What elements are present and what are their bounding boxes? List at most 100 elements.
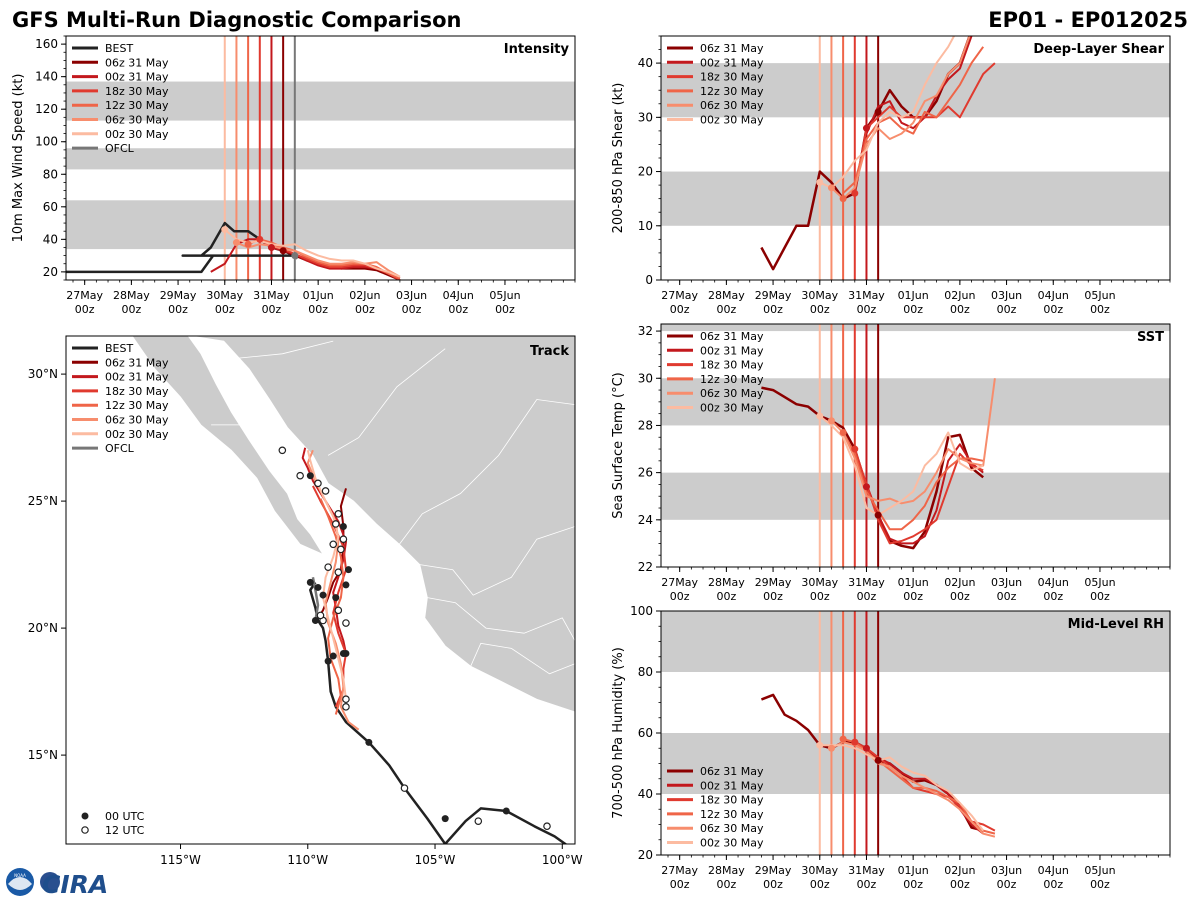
noaa-label: NOAA	[14, 873, 26, 878]
rh-title: Mid-Level RH	[1068, 617, 1164, 632]
track-legend-label-00z-30-may: 00z 30 May	[105, 428, 169, 441]
rh-ytick-label: 60	[638, 726, 653, 740]
shear-legend-label-12z-30-may: 12z 30 May	[700, 85, 764, 98]
shear-ytick-label: 20	[638, 165, 653, 179]
shear-ytick-label: 0	[645, 273, 653, 287]
rh-xtick-label: 00z	[997, 878, 1017, 891]
rh-legend-label-18z-30-may: 18z 30 May	[700, 794, 764, 807]
shear-init-marker-5	[874, 108, 882, 116]
shear-xtick-label: 00z	[1043, 303, 1063, 316]
rh-xtick-label: 30May	[801, 864, 838, 877]
track-point-12utc-7	[334, 568, 343, 577]
shear-xtick-label: 00z	[670, 303, 690, 316]
sst-xtick-label: 30May	[801, 576, 838, 589]
intensity-ytick-label: 80	[43, 167, 58, 181]
rh-ytick-label: 100	[630, 604, 653, 618]
sst-series-00z-30-may	[819, 415, 984, 517]
track-lon-label: 105°W	[415, 853, 456, 867]
rh-init-marker-5	[874, 756, 882, 764]
track-point-12utc-19	[316, 611, 325, 620]
shear-xtick-label: 00z	[1090, 303, 1110, 316]
shear-plot-area	[661, 36, 1170, 280]
sst-xtick-label: 00z	[670, 590, 690, 603]
marker-legend-12utc-icon	[81, 826, 89, 834]
track-legend-label-00z-31-may: 00z 31 May	[105, 371, 169, 384]
sst-init-marker-3	[851, 445, 859, 453]
cira-wordmark: CIRA	[42, 870, 108, 899]
rh-xtick-label: 00z	[1090, 878, 1110, 891]
rh-xtick-label: 00z	[763, 878, 783, 891]
shear-xtick-label: 04Jun	[1038, 289, 1069, 302]
sst-ytick-label: 30	[638, 371, 653, 385]
marker-legend-00utc-label: 00 UTC	[105, 810, 145, 823]
track-point-12utc-18	[339, 535, 348, 544]
shear-ylabel: 200-850 hPa Shear (kt)	[611, 83, 626, 234]
rh-xtick-label: 00z	[857, 878, 877, 891]
track-point-00utc-3	[365, 738, 373, 746]
sst-legend-label-18z-30-may: 18z 30 May	[700, 359, 764, 372]
sst-xtick-label: 00z	[857, 590, 877, 603]
shear-series-06z-30-may	[830, 36, 971, 200]
rh-xtick-label: 05Jun	[1084, 864, 1115, 877]
intensity-legend-label-00z-31-may: 00z 31 May	[105, 71, 169, 84]
rh-legend-label-12z-30-may: 12z 30 May	[700, 808, 764, 821]
intensity-init-marker-1	[232, 239, 240, 247]
intensity-xtick-label: 05Jun	[489, 289, 520, 302]
noaa-wave-icon	[8, 877, 32, 890]
rh-init-marker-0	[816, 741, 824, 749]
sst-init-marker-1	[827, 417, 835, 425]
rh-xtick-label: 28May	[708, 864, 745, 877]
sst-xtick-label: 03Jun	[991, 576, 1022, 589]
sst-panel: 22242628303227May00z28May00z29May00z30Ma…	[611, 323, 1171, 603]
shear-init-marker-1	[827, 184, 835, 192]
sst-band-1	[661, 378, 1170, 426]
sst-xtick-label: 00z	[997, 590, 1017, 603]
rh-ytick-label: 20	[638, 848, 653, 862]
shear-init-marker-3	[851, 189, 859, 197]
track-18z-30-may	[312, 485, 347, 708]
sst-xtick-label: 27May	[661, 576, 698, 589]
intensity-ytick-label: 140	[35, 70, 58, 84]
shear-ytick-label: 40	[638, 56, 653, 70]
shear-panel: 01020304027May00z28May00z29May00z30May00…	[611, 35, 1171, 316]
land-mass-0	[131, 336, 325, 556]
track-legend-label-12z-30-may: 12z 30 May	[105, 399, 169, 412]
track-point-12utc-8	[329, 540, 338, 549]
sst-xtick-label: 00z	[1090, 590, 1110, 603]
rh-legend-label-00z-31-may: 00z 31 May	[700, 779, 764, 792]
state-border-4	[427, 597, 575, 641]
shear-xtick-label: 01Jun	[898, 289, 929, 302]
shear-series-18z-30-may	[853, 62, 996, 194]
intensity-band-1	[66, 148, 575, 170]
sst-init-marker-4	[862, 483, 870, 491]
rh-ytick-label: 40	[638, 787, 653, 801]
track-point-12utc-3	[342, 695, 350, 704]
track-title: Track	[530, 344, 569, 359]
shear-series-00z-30-may	[819, 36, 956, 189]
rh-panel: 2040608010027May00z28May00z29May00z30May…	[611, 604, 1171, 891]
intensity-init-marker-5	[279, 247, 287, 255]
track-lat-label: 15°N	[28, 748, 58, 762]
cira-globe-icon	[40, 872, 60, 892]
sst-xtick-label: 04Jun	[1038, 576, 1069, 589]
sst-xtick-label: 28May	[708, 576, 745, 589]
track-point-12utc-12	[321, 487, 330, 495]
sst-init-marker-2	[839, 429, 847, 437]
marker-legend-00utc-icon	[81, 812, 89, 820]
intensity-init-marker-2	[244, 240, 252, 248]
sst-xtick-label: 31May	[848, 576, 885, 589]
intensity-xtick-label: 00z	[355, 303, 375, 316]
track-point-12utc-17	[324, 563, 332, 571]
track-point-00utc-15	[339, 650, 347, 657]
rh-legend-label-06z-31-may: 06z 31 May	[700, 765, 764, 778]
sst-legend-label-12z-30-may: 12z 30 May	[700, 373, 764, 386]
intensity-xtick-label: 28May	[113, 289, 150, 302]
intensity-xtick-label: 00z	[262, 303, 282, 316]
sst-ytick-label: 24	[638, 513, 653, 527]
shear-series-12z-30-may	[842, 46, 985, 194]
track-point-00utc-12	[311, 616, 319, 624]
sst-xtick-label: 29May	[755, 576, 792, 589]
rh-xtick-label: 00z	[950, 878, 970, 891]
